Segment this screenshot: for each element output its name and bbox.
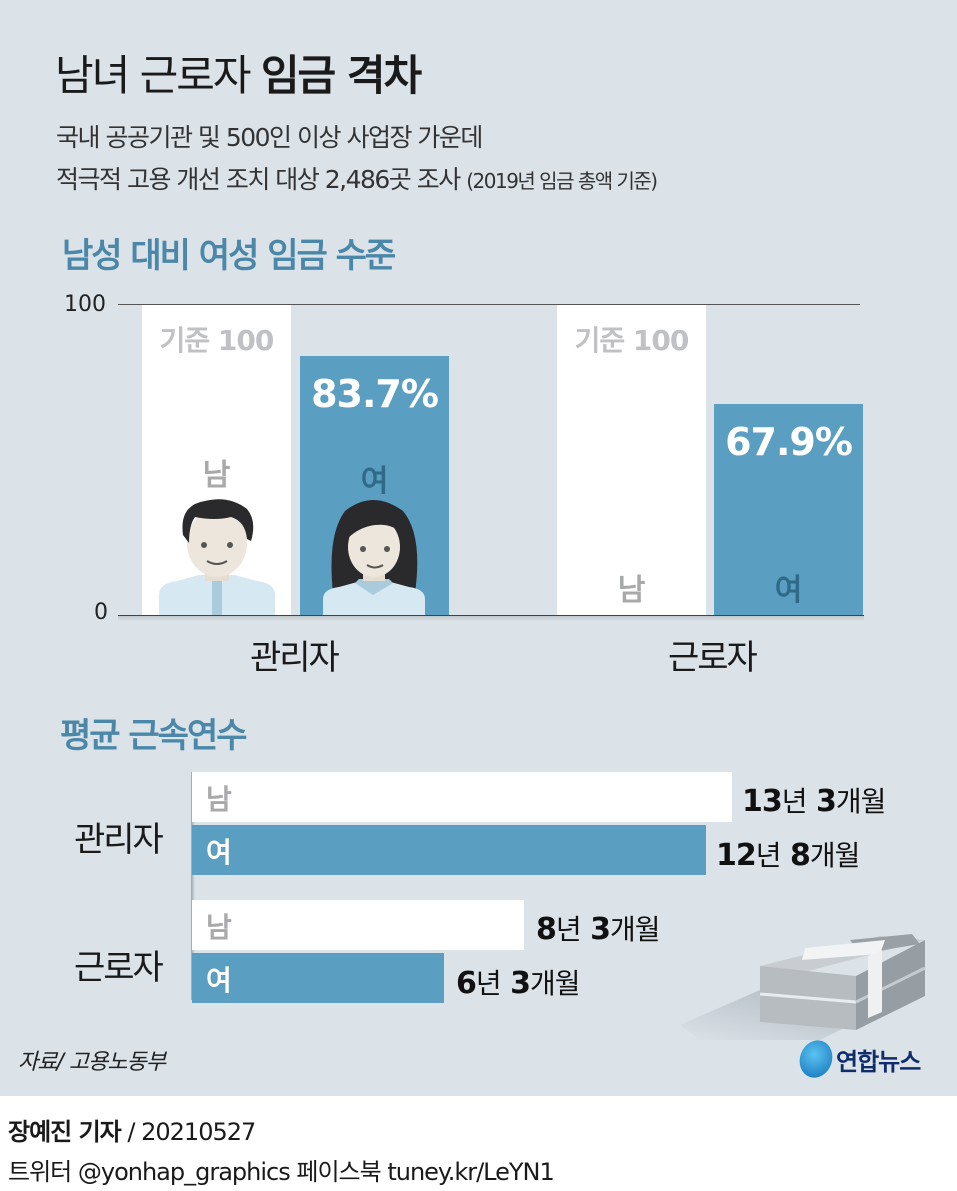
- tenure-axis: [191, 772, 195, 1000]
- source-label: 자료/ 고용노동부: [18, 1050, 166, 1075]
- infographic-panel: 남녀 근로자 임금 격차 국내 공공기관 및 500인 이상 사업장 가운데 적…: [0, 0, 957, 1096]
- subtitle-line-1: 국내 공공기관 및 500인 이상 사업장 가운데: [56, 123, 483, 152]
- tenure-bar-worker-male: 남: [192, 900, 524, 950]
- bar-worker-male: 기준 100 남: [557, 305, 706, 615]
- yonhap-logo-icon: [794, 1035, 838, 1083]
- tenure-category-manager: 관리자: [74, 820, 164, 860]
- ref-label: 기준 100: [159, 324, 275, 357]
- wage-section-title: 남성 대비 여성 임금 수준: [62, 236, 396, 276]
- y-tick-100: 100: [64, 292, 106, 317]
- tenure-value-worker-female: 6년 3개월: [456, 966, 580, 1001]
- subtitle-line-2: 적극적 고용 개선 조치 대상 2,486곳 조사 (2019년 임금 총액 기…: [56, 160, 658, 196]
- title-light: 남녀 근로자: [55, 51, 252, 100]
- tenure-bar-worker-female: 여: [192, 953, 444, 1003]
- subtitle-text: 적극적 고용 개선 조치 대상 2,486곳 조사: [56, 165, 461, 194]
- tenure-bar-manager-male: 남: [192, 772, 732, 822]
- category-worker: 근로자: [668, 638, 758, 678]
- page-title: 남녀 근로자 임금 격차: [55, 42, 422, 103]
- subtitle-note: (2019년 임금 총액 기준): [466, 169, 658, 193]
- female-label: 여: [360, 464, 389, 499]
- bar-manager-male: 기준 100 남: [142, 305, 291, 615]
- ref-label: 기준 100: [574, 324, 690, 357]
- value-label: 67.9%: [725, 420, 853, 464]
- woman-avatar-icon: [323, 500, 425, 615]
- money-stack-icon: [680, 934, 926, 1040]
- female-label: 여: [774, 573, 803, 608]
- value-label: 83.7%: [311, 372, 439, 416]
- yonhap-logo: 연합뉴스: [794, 1035, 921, 1083]
- tenure-value-manager-male: 13년 3개월: [742, 784, 886, 819]
- bar-worker-female: 67.9% 여: [714, 404, 863, 615]
- baseline-shadow: [118, 616, 864, 621]
- category-manager: 관리자: [250, 638, 340, 678]
- baseline-0: [118, 615, 864, 616]
- tenure-bar-manager-female: 여: [192, 825, 706, 875]
- tenure-category-worker: 근로자: [74, 948, 164, 988]
- bar-manager-female: 83.7% 여: [300, 356, 449, 615]
- tenure-value-manager-female: 12년 8개월: [716, 838, 860, 873]
- male-label: 남: [202, 458, 231, 493]
- male-label: 남: [206, 911, 232, 944]
- reporter-credit: 장예진 기자 / 20210527: [8, 1112, 256, 1147]
- tenure-value-worker-male: 8년 3개월: [536, 912, 660, 947]
- publish-date: / 20210527: [120, 1118, 256, 1146]
- title-bold: 임금 격차: [260, 51, 422, 100]
- female-label: 여: [206, 964, 232, 997]
- social-links: 트위터 @yonhap_graphics 페이스북 tuney.kr/LeYN1: [8, 1158, 555, 1186]
- gridline-100: [118, 304, 860, 305]
- female-label: 여: [206, 836, 232, 869]
- male-label: 남: [206, 783, 232, 816]
- tenure-section-title: 평균 근속연수: [60, 716, 248, 756]
- logo-text: 연합뉴스: [836, 1047, 921, 1076]
- y-tick-0: 0: [94, 600, 108, 625]
- male-label: 남: [617, 573, 646, 608]
- reporter-name: 장예진 기자: [8, 1118, 122, 1146]
- man-avatar-icon: [159, 499, 275, 615]
